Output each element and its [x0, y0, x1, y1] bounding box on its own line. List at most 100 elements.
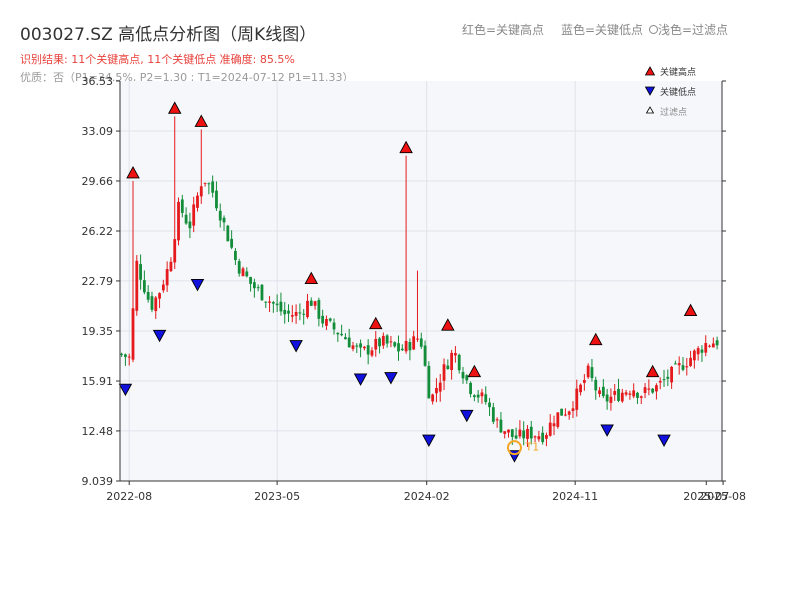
candle-body — [389, 341, 393, 343]
candle-body — [336, 332, 340, 335]
candle-body — [662, 379, 666, 381]
y-tick-label: 9.039 — [82, 475, 114, 488]
candle-body — [306, 300, 309, 318]
candle-body — [344, 337, 347, 340]
t1-marker — [506, 440, 522, 456]
candle-body — [491, 407, 495, 422]
candle-body — [594, 379, 598, 391]
candle-body — [620, 392, 624, 402]
key-high-marker — [683, 303, 698, 317]
candle-body — [142, 280, 146, 293]
candle-body — [237, 261, 241, 274]
key-low-marker — [289, 340, 303, 353]
candle-body — [340, 333, 344, 336]
candle-body — [609, 396, 613, 403]
candle-body — [135, 260, 139, 311]
y-tick-labels: 9.039 12.48 15.91 19.35 22.79 26.22 29.66 33.09… — [82, 75, 726, 488]
candle-body — [438, 382, 442, 392]
candle-body — [480, 392, 484, 397]
candle-body — [211, 181, 215, 193]
candle-body — [431, 394, 435, 402]
y-tick-label: 19.35 — [82, 325, 114, 338]
candle-body — [309, 300, 313, 306]
y-tick-label: 33.09 — [82, 125, 114, 138]
candle-body — [674, 363, 677, 365]
chart-title: 003027.SZ 高低点分析图（周K线图） — [20, 25, 317, 45]
candle-body — [548, 422, 552, 436]
candle-body — [279, 301, 283, 312]
candle-body — [613, 391, 617, 395]
candle-body — [564, 414, 567, 416]
candle-body — [541, 432, 545, 443]
candle-body — [692, 350, 696, 361]
candle-body — [677, 363, 681, 366]
candle-body — [351, 345, 355, 349]
candle-body — [416, 338, 419, 340]
x-tick-label: 2023-05 — [254, 490, 300, 503]
candle-body — [234, 250, 237, 261]
candle-body — [283, 309, 287, 315]
x-tick-label: 2025-07 — [683, 490, 729, 503]
candle-body — [636, 392, 639, 398]
candle-body — [268, 301, 271, 303]
candle-body — [419, 338, 423, 347]
candle-body — [302, 313, 306, 315]
candle-body — [120, 353, 124, 355]
candle-body — [685, 366, 689, 368]
candle-body — [605, 394, 609, 402]
candle-body — [199, 186, 203, 197]
candle-body — [696, 348, 700, 355]
candle-body — [670, 366, 674, 383]
candle-body — [177, 201, 180, 241]
x-tick-label: 2025-08 — [700, 490, 746, 503]
candle-body — [230, 238, 234, 248]
candle-body — [518, 429, 522, 437]
candle-body — [317, 300, 321, 319]
candle-body — [408, 342, 412, 351]
candle-body — [442, 364, 446, 381]
candle-body — [400, 348, 404, 351]
candle-body — [378, 338, 381, 347]
candle-body — [567, 411, 571, 415]
candle-body — [647, 388, 651, 390]
key-low-marker — [152, 329, 167, 343]
candle-body — [256, 287, 260, 289]
key-high-marker — [441, 318, 455, 331]
candle-body — [207, 183, 211, 185]
candle-body — [617, 388, 620, 401]
candle-body — [537, 436, 541, 440]
candle-body — [484, 394, 488, 403]
candle-body — [689, 357, 692, 366]
quality-info-text: 优质：否（P1=34.5%, P2=1.30 ; T1=2024-07-12 P… — [20, 71, 354, 84]
candle-body — [146, 291, 150, 300]
candle-body — [658, 380, 662, 383]
candle-body — [188, 221, 192, 229]
legend-high-text: 红色=关键高点 — [462, 23, 545, 37]
candle-body — [586, 365, 590, 378]
candle-body — [294, 312, 298, 316]
candle-body — [370, 350, 374, 356]
y-tick-label: 15.91 — [82, 375, 114, 388]
legend-filter-text: 浅色=过滤点 — [649, 21, 728, 38]
candle-body — [708, 345, 711, 347]
candle-body — [423, 345, 427, 366]
y-tick-label: 36.53 — [82, 75, 114, 88]
candle-body — [328, 318, 332, 321]
candle-body — [215, 190, 218, 209]
candle-body — [222, 217, 226, 223]
candle-body — [704, 343, 708, 353]
candle-body — [381, 335, 385, 346]
key-high-marker — [194, 114, 209, 127]
candle-body — [264, 301, 268, 303]
candle-body — [711, 343, 715, 348]
t1-label: T1 — [524, 441, 539, 454]
candle-body — [173, 239, 177, 263]
key-high-marker — [167, 101, 182, 114]
candle-body — [150, 296, 154, 310]
candle-body — [545, 434, 548, 439]
candle-body — [681, 365, 685, 370]
candle-body — [639, 396, 643, 398]
candle-body — [131, 308, 135, 360]
candle-body — [533, 436, 537, 438]
candle-body — [241, 268, 245, 277]
